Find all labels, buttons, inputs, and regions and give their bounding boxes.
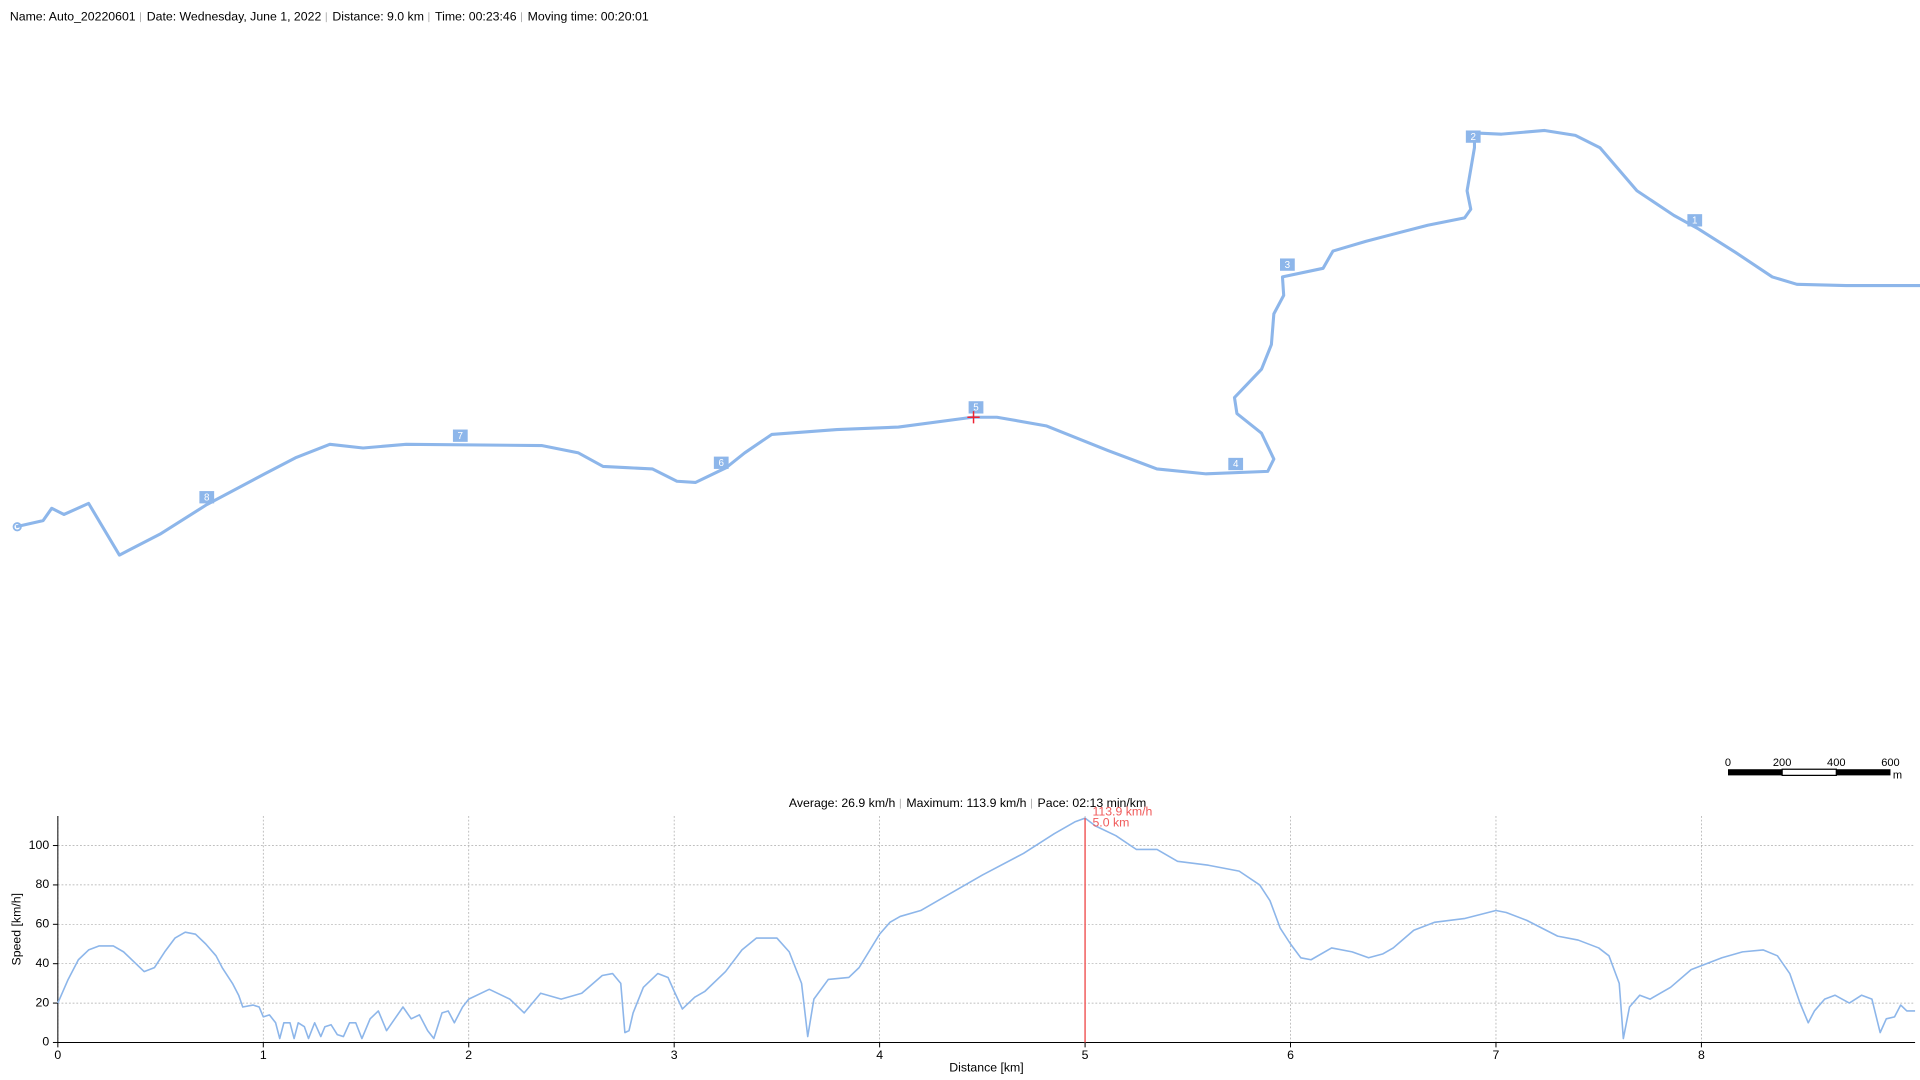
y-tick-label: 0: [42, 1035, 49, 1049]
info-text: Average: 26.9 km/h: [789, 796, 896, 810]
x-tick-label: 7: [1493, 1048, 1500, 1062]
cursor-value: 113.9 km/h: [1092, 805, 1152, 819]
scale-label: 600: [1881, 757, 1899, 769]
marker-label: 4: [1233, 459, 1239, 470]
marker-label: 1: [1692, 216, 1697, 227]
y-tick-label: 100: [29, 838, 50, 852]
x-tick-label: 4: [876, 1048, 883, 1062]
info-text: Pace: 02:13 min/km: [1038, 796, 1147, 810]
stats: Average: 26.9 km/h Maximum: 113.9 km/h Pac…: [789, 796, 1146, 810]
scale-label: 0: [1725, 757, 1731, 769]
header: Name: Auto_20220601 Date: Wednesday, June…: [10, 9, 649, 23]
scale-seg: [1836, 769, 1891, 776]
marker-box: [968, 401, 984, 414]
y-tick-label: 40: [36, 956, 50, 970]
marker-box: [452, 429, 468, 442]
info-text: Distance: 9.0 km: [332, 9, 424, 23]
marker-label: 8: [204, 492, 210, 503]
marker-box: [1465, 130, 1481, 143]
marker-box: [1228, 457, 1244, 471]
info-text: Time: 00:23:46: [435, 9, 517, 23]
info-text: Name: Auto_20220601: [10, 9, 136, 23]
marker-label: 6: [718, 458, 724, 469]
x-tick-label: 0: [54, 1048, 61, 1062]
x-tick-label: 2: [465, 1048, 472, 1062]
marker-label: 2: [1470, 132, 1475, 143]
marker-label: 3: [1285, 260, 1291, 271]
x-axis-label: Distance [km]: [949, 1061, 1023, 1075]
scale-seg: [1728, 769, 1783, 776]
route: [15, 128, 1920, 557]
marker-box: [1280, 258, 1295, 271]
info-text: Maximum: 113.9 km/h: [906, 796, 1026, 810]
scale-label: 200: [1773, 757, 1791, 769]
x-tick-label: 1: [260, 1048, 267, 1062]
x-tick-label: 5: [1082, 1048, 1089, 1062]
scale-seg: [1781, 768, 1837, 777]
speed-line: [57, 817, 1916, 1040]
info-text: Date: Wednesday, June 1, 2022: [147, 9, 322, 23]
x-tick-label: 8: [1698, 1048, 1705, 1062]
speed-chart: 0 20 40 60 80 100 0 1 2 3 4 5 6 7 8 Distance [km] Speed …: [9, 805, 1916, 1075]
y-axis-label: Speed [km/h]: [9, 893, 23, 965]
info-text: Moving time: 00:20:01: [528, 9, 649, 23]
marker-box: [199, 491, 215, 504]
marker-box: [1687, 214, 1703, 227]
route-start: [12, 522, 22, 532]
y-tick-label: 20: [36, 995, 50, 1009]
markers: 1 2 3 4 5 6 7 8: [199, 130, 1703, 504]
y-tick-label: 60: [36, 917, 50, 931]
scale-label: 400: [1827, 757, 1845, 769]
marker-label: 5: [973, 403, 979, 414]
cursor-distance: 5.0 km: [1092, 816, 1129, 830]
marker-box: [713, 456, 729, 469]
position-cross: [967, 411, 980, 424]
marker-label: 7: [458, 431, 463, 442]
x-tick-label: 3: [671, 1048, 678, 1062]
y-tick-label: 80: [36, 877, 50, 891]
x-tick-label: 6: [1287, 1048, 1294, 1062]
scale-unit: m: [1893, 769, 1902, 781]
